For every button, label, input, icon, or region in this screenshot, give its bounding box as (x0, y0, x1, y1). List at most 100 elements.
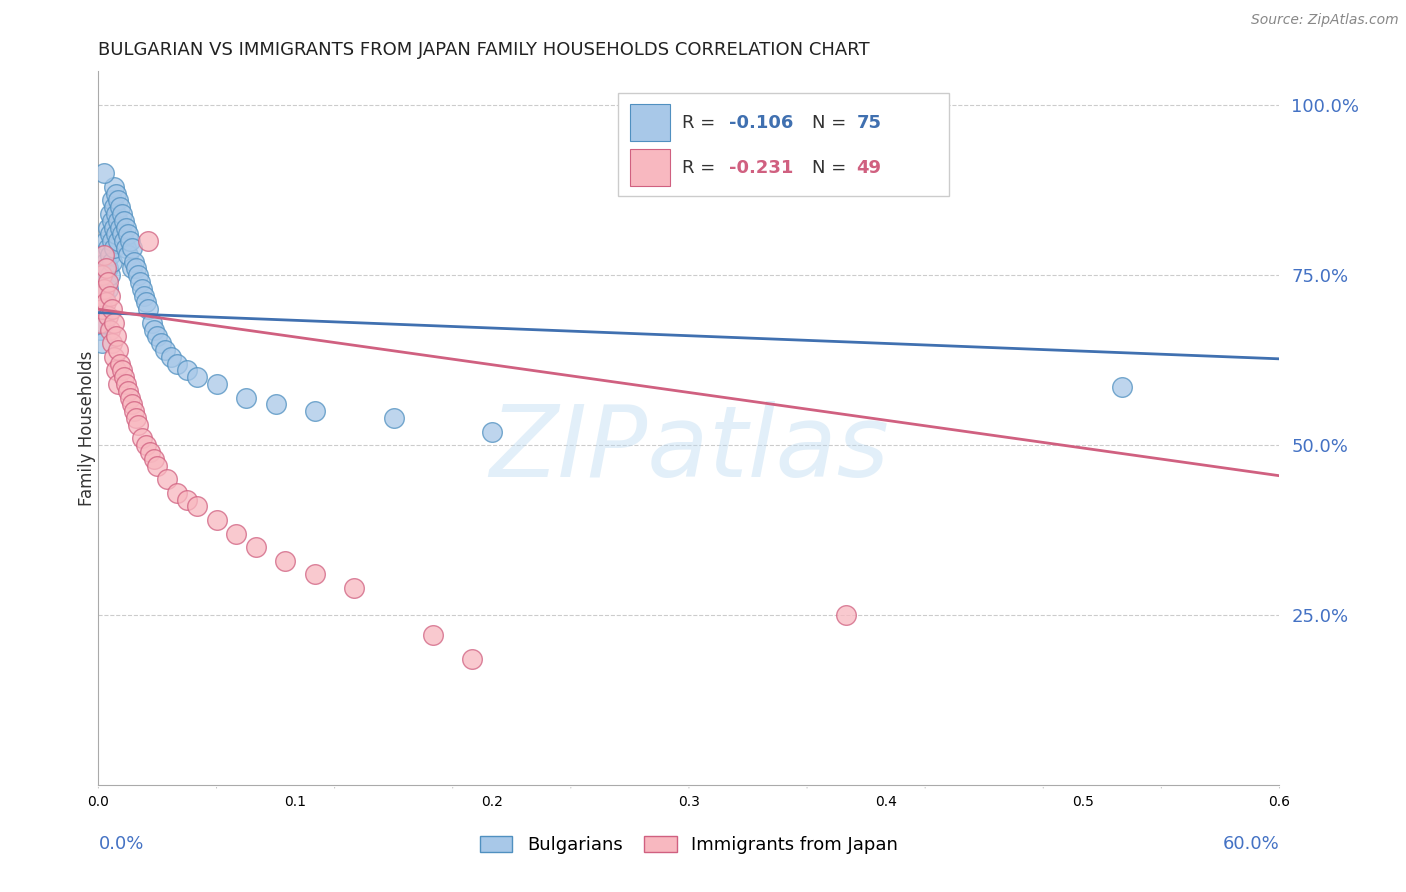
Point (122, 254, 145, 268)
Text: -0.231: -0.231 (730, 159, 793, 177)
Point (103, 350, 125, 364)
Text: R =: R = (682, 114, 721, 132)
Point (176, 492, 198, 507)
Point (112, 234, 135, 248)
FancyBboxPatch shape (630, 149, 671, 186)
Point (97, 309, 120, 323)
Text: BULGARIAN VS IMMIGRANTS FROM JAPAN FAMILY HOUSEHOLDS CORRELATION CHART: BULGARIAN VS IMMIGRANTS FROM JAPAN FAMIL… (98, 41, 870, 59)
Point (141, 316, 163, 330)
Point (1111, 380, 1133, 394)
Point (91, 282, 114, 296)
FancyBboxPatch shape (619, 93, 949, 196)
Point (98, 207, 121, 221)
Point (121, 397, 143, 411)
Text: 49: 49 (856, 159, 882, 177)
Point (98, 288, 121, 302)
Point (127, 268, 149, 283)
Point (101, 194, 124, 208)
Point (93, 268, 115, 283)
Y-axis label: Family Households: Family Households (79, 351, 96, 506)
Point (121, 241, 143, 255)
Point (97, 220, 120, 235)
Point (101, 234, 124, 248)
Text: -0.106: -0.106 (730, 114, 793, 132)
Point (91, 302, 114, 317)
Point (108, 200, 131, 214)
Point (156, 472, 179, 486)
Point (112, 370, 135, 384)
Point (91, 295, 114, 310)
Point (135, 438, 157, 452)
Point (96, 234, 118, 248)
Point (107, 194, 129, 208)
Point (146, 329, 169, 343)
Point (97, 261, 120, 276)
Point (93, 316, 115, 330)
Point (93, 248, 115, 262)
Point (97, 275, 120, 289)
Point (105, 186, 128, 201)
Text: ZIPatlas: ZIPatlas (489, 401, 889, 498)
Point (105, 227, 128, 242)
Point (98, 227, 121, 242)
Point (166, 485, 188, 500)
Point (128, 275, 150, 289)
Point (96, 275, 118, 289)
Point (131, 431, 153, 445)
Point (89, 288, 111, 302)
Point (101, 302, 124, 317)
Point (98, 248, 121, 262)
Point (108, 220, 131, 235)
Point (89, 316, 111, 330)
Point (142, 451, 165, 466)
Text: 75: 75 (856, 114, 882, 132)
Point (101, 336, 124, 351)
Point (176, 363, 198, 377)
Point (103, 316, 125, 330)
Point (138, 445, 160, 459)
Point (136, 302, 159, 317)
Point (93, 288, 115, 302)
Point (103, 220, 125, 235)
Point (245, 540, 267, 554)
Point (91, 316, 114, 330)
Point (101, 214, 124, 228)
Point (101, 254, 124, 268)
Point (121, 261, 143, 276)
Point (304, 404, 326, 418)
Point (422, 628, 444, 642)
Point (835, 608, 858, 623)
Legend: Bulgarians, Immigrants from Japan: Bulgarians, Immigrants from Japan (472, 829, 905, 862)
Point (107, 234, 129, 248)
Point (343, 581, 366, 595)
Point (96, 261, 118, 276)
Text: Source: ZipAtlas.com: Source: ZipAtlas.com (1251, 13, 1399, 28)
Point (155, 343, 177, 357)
Point (142, 323, 165, 337)
Point (115, 241, 138, 255)
Point (96, 295, 118, 310)
Point (111, 227, 134, 242)
Point (105, 207, 128, 221)
Point (461, 652, 484, 666)
Point (118, 234, 141, 248)
Text: N =: N = (811, 159, 852, 177)
Point (111, 363, 134, 377)
Point (115, 220, 138, 235)
Point (98, 323, 121, 337)
Point (132, 288, 155, 302)
Point (186, 370, 208, 384)
Point (107, 343, 129, 357)
Point (117, 384, 139, 398)
Point (481, 425, 503, 439)
Point (107, 376, 129, 391)
Point (89, 323, 111, 337)
Point (146, 458, 169, 473)
Point (108, 357, 131, 371)
Point (382, 411, 405, 425)
Point (105, 329, 128, 343)
Point (274, 554, 297, 568)
Point (111, 207, 134, 221)
Point (135, 295, 157, 310)
Point (97, 282, 120, 296)
